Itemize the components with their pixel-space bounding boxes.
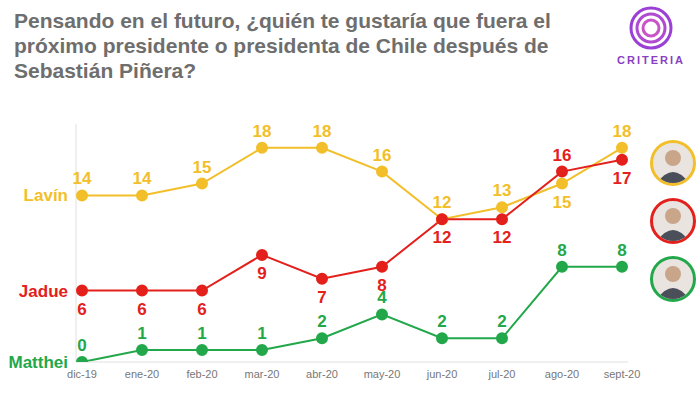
svg-text:0: 0 bbox=[77, 336, 86, 355]
svg-text:6: 6 bbox=[197, 300, 206, 319]
svg-text:18: 18 bbox=[313, 122, 332, 141]
svg-text:6: 6 bbox=[77, 300, 86, 319]
svg-text:1: 1 bbox=[137, 324, 146, 343]
svg-text:dic-19: dic-19 bbox=[67, 368, 97, 380]
svg-text:14: 14 bbox=[133, 169, 152, 188]
svg-text:1: 1 bbox=[257, 324, 266, 343]
svg-text:abr-20: abr-20 bbox=[306, 368, 338, 380]
svg-text:16: 16 bbox=[373, 146, 392, 165]
svg-text:may-20: may-20 bbox=[364, 368, 401, 380]
svg-text:9: 9 bbox=[257, 264, 266, 283]
svg-text:12: 12 bbox=[493, 228, 512, 247]
svg-text:mar-20: mar-20 bbox=[245, 368, 280, 380]
svg-text:14: 14 bbox=[73, 169, 92, 188]
svg-text:ene-20: ene-20 bbox=[125, 368, 159, 380]
svg-text:2: 2 bbox=[437, 312, 446, 331]
svg-text:8: 8 bbox=[617, 241, 626, 260]
svg-text:6: 6 bbox=[137, 300, 146, 319]
svg-text:15: 15 bbox=[193, 158, 212, 177]
svg-text:18: 18 bbox=[253, 122, 272, 141]
svg-text:ago-20: ago-20 bbox=[545, 368, 579, 380]
svg-text:1: 1 bbox=[197, 324, 206, 343]
svg-text:Matthei: Matthei bbox=[9, 353, 69, 372]
svg-text:15: 15 bbox=[553, 193, 572, 212]
svg-text:2: 2 bbox=[317, 312, 326, 331]
svg-text:18: 18 bbox=[613, 122, 632, 141]
svg-text:12: 12 bbox=[433, 228, 452, 247]
svg-text:feb-20: feb-20 bbox=[186, 368, 217, 380]
html-text:Pensando en el futuro, ¿quién: Pensando en el futuro, ¿quién te gustarí… bbox=[14, 9, 551, 82]
svg-text:jul-20: jul-20 bbox=[488, 368, 516, 380]
svg-text:sept-20: sept-20 bbox=[604, 368, 641, 380]
svg-text:12: 12 bbox=[433, 193, 452, 212]
svg-text:8: 8 bbox=[377, 275, 387, 295]
svg-text:4: 4 bbox=[377, 288, 387, 307]
svg-text:17: 17 bbox=[613, 169, 632, 188]
svg-text:2: 2 bbox=[497, 312, 506, 331]
svg-text:8: 8 bbox=[557, 241, 566, 260]
svg-text:13: 13 bbox=[493, 181, 512, 200]
svg-text:16: 16 bbox=[553, 146, 572, 165]
svg-text:Lavín: Lavín bbox=[24, 186, 68, 205]
svg-text:Jadue: Jadue bbox=[19, 282, 68, 301]
svg-text:7: 7 bbox=[317, 288, 326, 307]
html-text:CRITERIA: CRITERIA bbox=[617, 54, 685, 66]
svg-text:jun-20: jun-20 bbox=[426, 368, 458, 380]
